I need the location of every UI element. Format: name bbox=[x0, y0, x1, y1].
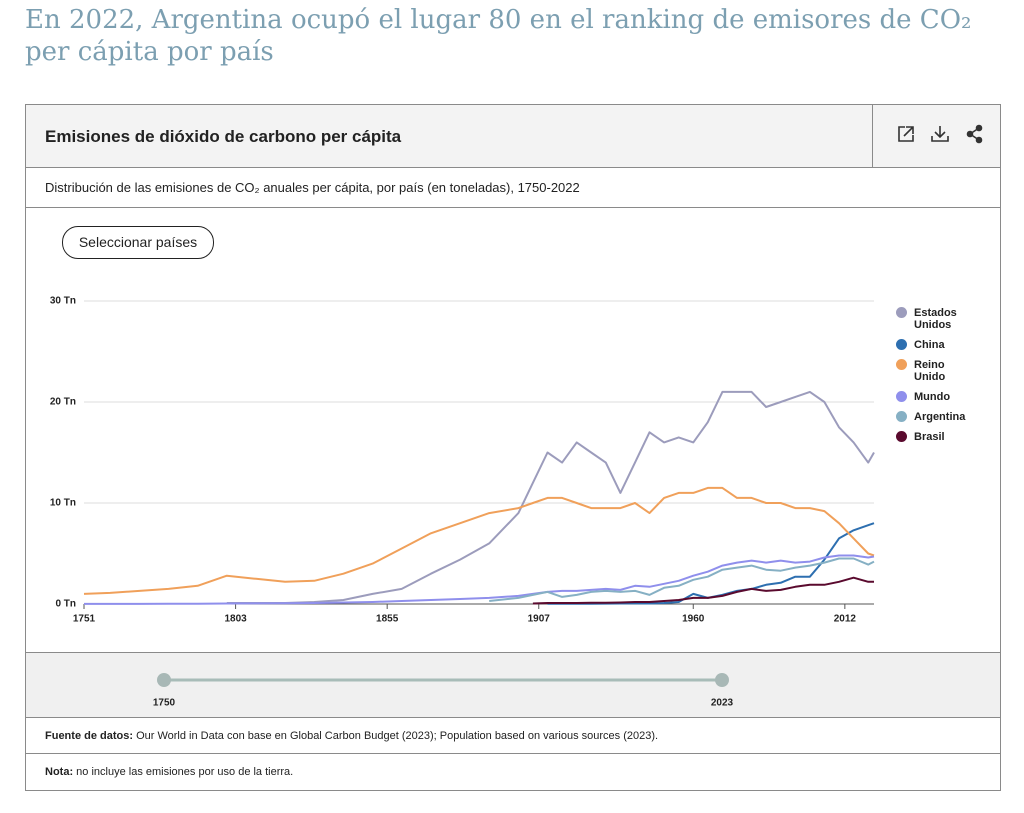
series-line bbox=[84, 554, 875, 605]
note-label: Nota: bbox=[45, 766, 74, 778]
series-line bbox=[83, 486, 875, 595]
y-tick-label: 10 Tn bbox=[50, 498, 76, 509]
widget-header: Emisiones de dióxido de carbono per cápi… bbox=[26, 105, 1000, 168]
legend-label: Estados Unidos bbox=[914, 307, 957, 331]
toolbar bbox=[872, 105, 1000, 167]
download-icon[interactable] bbox=[931, 126, 949, 142]
y-tick-label: 0 Tn bbox=[55, 599, 76, 610]
legend-item[interactable]: Brasil bbox=[894, 431, 974, 443]
y-tick-label: 30 Tn bbox=[50, 296, 76, 307]
series-line bbox=[489, 557, 875, 602]
legend-item[interactable]: Reino Unido bbox=[894, 359, 974, 383]
toolbar-icons bbox=[898, 124, 983, 144]
x-tick-label: 1803 bbox=[224, 614, 247, 625]
x-tick-label: 1907 bbox=[528, 614, 551, 625]
slider-handle[interactable] bbox=[157, 673, 171, 687]
source-row: Fuente de datos: Our World in Data con b… bbox=[26, 718, 1000, 754]
legend-item[interactable]: Argentina bbox=[894, 411, 974, 423]
slider-handle[interactable] bbox=[715, 673, 729, 687]
open-icon[interactable] bbox=[898, 126, 914, 142]
legend-swatch bbox=[896, 391, 907, 402]
chart-title: Emisiones de dióxido de carbono per cápi… bbox=[45, 127, 402, 146]
slider-start-label: 1750 bbox=[153, 698, 176, 709]
legend-swatch bbox=[896, 431, 907, 442]
y-tick-label: 20 Tn bbox=[50, 397, 76, 408]
x-tick-label: 2012 bbox=[834, 614, 857, 625]
source-text: Our World in Data con base en Global Car… bbox=[136, 730, 659, 742]
source-label: Fuente de datos: bbox=[45, 730, 134, 742]
legend-swatch bbox=[896, 307, 907, 318]
x-tick-label: 1855 bbox=[376, 614, 399, 625]
subtitle-row: Distribución de las emisiones de CO₂ anu… bbox=[26, 168, 1000, 208]
series-line bbox=[226, 390, 875, 604]
page-heading: En 2022, Argentina ocupó el lugar 80 en … bbox=[25, 5, 972, 67]
note: Nota: no incluye las emisiones por uso d… bbox=[45, 766, 293, 778]
legend-label: Argentina bbox=[914, 411, 966, 423]
share-icon[interactable] bbox=[966, 124, 983, 144]
note-text: no incluye las emisiones por uso de la t… bbox=[76, 766, 294, 778]
legend-label: Reino Unido bbox=[914, 359, 946, 383]
source: Fuente de datos: Our World in Data con b… bbox=[45, 730, 658, 742]
legend-item[interactable]: China bbox=[894, 339, 974, 351]
legend-swatch bbox=[896, 359, 907, 370]
note-row: Nota: no incluye las emisiones por uso d… bbox=[26, 754, 1000, 790]
legend: Estados Unidos China Reino Unido Mundo Argen… bbox=[894, 307, 984, 451]
x-tick-label: 1751 bbox=[73, 614, 96, 625]
legend-label: Brasil bbox=[914, 431, 945, 443]
legend-swatch bbox=[896, 411, 907, 422]
slider-end-label: 2023 bbox=[711, 698, 734, 709]
x-tick-label: 1960 bbox=[682, 614, 705, 625]
legend-item[interactable]: Estados Unidos bbox=[894, 307, 974, 331]
legend-label: Mundo bbox=[914, 391, 951, 403]
legend-label: China bbox=[914, 339, 945, 351]
select-countries-button[interactable]: Seleccionar países bbox=[62, 226, 214, 259]
time-slider bbox=[26, 652, 1000, 718]
legend-item[interactable]: Mundo bbox=[894, 391, 974, 403]
legend-swatch bbox=[896, 339, 907, 350]
chart-widget: Emisiones de dióxido de carbono per cápi… bbox=[25, 104, 1001, 791]
chart-subtitle: Distribución de las emisiones de CO₂ anu… bbox=[45, 180, 580, 195]
series-line bbox=[532, 576, 874, 605]
